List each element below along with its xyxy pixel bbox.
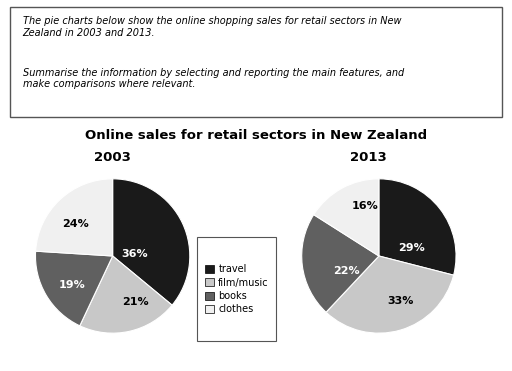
Wedge shape xyxy=(314,179,379,256)
FancyBboxPatch shape xyxy=(197,237,276,341)
Wedge shape xyxy=(326,256,454,333)
Text: Summarise the information by selecting and reporting the main features, and
make: Summarise the information by selecting a… xyxy=(23,68,404,89)
FancyBboxPatch shape xyxy=(10,7,502,117)
Text: 36%: 36% xyxy=(121,249,147,259)
Text: 19%: 19% xyxy=(59,280,86,290)
Wedge shape xyxy=(113,179,190,305)
Text: 2013: 2013 xyxy=(350,151,387,164)
Wedge shape xyxy=(35,251,113,326)
Text: 29%: 29% xyxy=(398,243,424,253)
Text: 16%: 16% xyxy=(352,201,378,211)
Wedge shape xyxy=(80,256,172,333)
Wedge shape xyxy=(302,215,379,312)
Text: The pie charts below show the online shopping sales for retail sectors in New
Ze: The pie charts below show the online sho… xyxy=(23,16,401,38)
Text: 2003: 2003 xyxy=(94,151,131,164)
Text: 33%: 33% xyxy=(387,296,414,306)
Wedge shape xyxy=(379,179,456,275)
Text: 24%: 24% xyxy=(62,219,89,229)
Text: Online sales for retail sectors in New Zealand: Online sales for retail sectors in New Z… xyxy=(85,129,427,142)
Text: 22%: 22% xyxy=(333,266,360,276)
Legend: travel, film/music, books, clothes: travel, film/music, books, clothes xyxy=(202,261,272,318)
Text: 21%: 21% xyxy=(122,297,149,307)
Wedge shape xyxy=(36,179,113,256)
